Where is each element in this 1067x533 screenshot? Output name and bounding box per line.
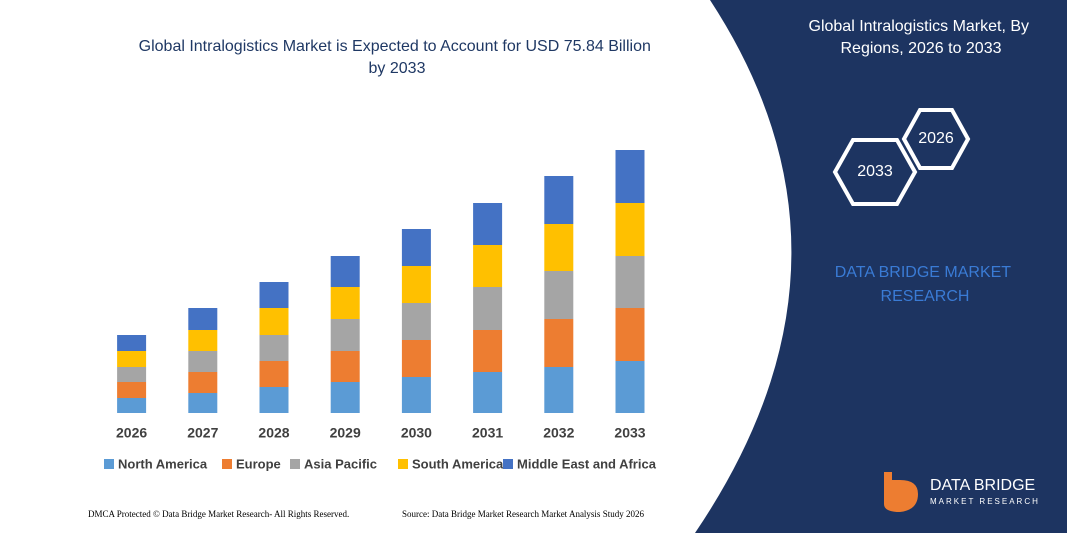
logo: DATA BRIDGE MARKET RESEARCH	[884, 472, 1040, 512]
bar-segment	[401, 229, 431, 266]
x-tick-label: 2029	[330, 425, 361, 441]
legend-label: Middle East and Africa	[517, 456, 657, 471]
bar-segment	[615, 256, 645, 308]
bar-segment	[330, 256, 360, 287]
x-tick-label: 2030	[401, 425, 432, 441]
bar-segment	[330, 351, 360, 382]
bar-segment	[615, 308, 645, 361]
chart-title-line: Global Intralogistics Market is Expected…	[139, 38, 651, 55]
bar-segment	[117, 367, 147, 382]
bar-segment	[615, 150, 645, 203]
x-tick-label: 2028	[258, 425, 289, 441]
bar-segment	[259, 308, 289, 335]
bar-segment	[188, 330, 218, 351]
bar-segment	[401, 266, 431, 303]
bar-segment	[544, 176, 574, 224]
bar-segment	[188, 372, 218, 393]
x-tick-label: 2027	[187, 425, 218, 441]
legend-label: Asia Pacific	[304, 456, 377, 471]
panel-title-line: Global Intralogistics Market, By	[809, 18, 1030, 35]
bar-segment	[401, 303, 431, 340]
logo-mark	[884, 472, 918, 512]
bar-segment	[473, 330, 503, 372]
chart-title-line: by 2033	[369, 60, 426, 77]
legend-swatch	[222, 459, 232, 469]
bar-segment	[117, 382, 147, 398]
panel-title: Global Intralogistics Market, By Regions…	[809, 18, 1034, 57]
hexagon-label: 2026	[918, 130, 954, 147]
footer-right: Source: Data Bridge Market Research Mark…	[402, 509, 644, 519]
bar-segment	[259, 282, 289, 308]
legend-swatch	[503, 459, 513, 469]
legend-label: North America	[118, 456, 208, 471]
x-tick-label: 2032	[543, 425, 574, 441]
bar-segment	[473, 372, 503, 413]
bar-segment	[188, 308, 218, 330]
footer-left: DMCA Protected © Data Bridge Market Rese…	[88, 509, 349, 519]
legend-swatch	[398, 459, 408, 469]
bar-segment	[259, 387, 289, 413]
legend-label: South America	[412, 456, 504, 471]
hexagon	[901, 108, 971, 170]
bar-segment	[117, 398, 147, 413]
hexagon-label: 2033	[857, 163, 893, 180]
bar-segment	[544, 224, 574, 271]
bar-segment	[615, 203, 645, 256]
bar-segment	[188, 393, 218, 413]
brand-text: DATA BRIDGE MARKET RESEARCH	[835, 264, 1015, 305]
bar-segment	[259, 361, 289, 387]
brand-line: DATA BRIDGE MARKET	[835, 264, 1012, 281]
x-tick-label: 2026	[116, 425, 147, 441]
logo-name: DATA BRIDGE	[930, 477, 1035, 494]
x-tick-label: 2031	[472, 425, 503, 441]
bar-segment	[401, 377, 431, 413]
bar-segment	[188, 351, 218, 372]
panel-title-line: Regions, 2026 to 2033	[840, 40, 1001, 57]
x-tick-label: 2033	[614, 425, 645, 441]
bar-segment	[401, 340, 431, 377]
bar-segment	[473, 287, 503, 330]
bar-segment	[330, 287, 360, 319]
bar-segment	[117, 351, 147, 367]
bar-segment	[544, 367, 574, 413]
hexagon	[832, 138, 918, 206]
chart-title: Global Intralogistics Market is Expected…	[139, 38, 656, 77]
bar-segment	[330, 319, 360, 351]
brand-line: RESEARCH	[881, 288, 970, 305]
bar-segment	[473, 245, 503, 287]
bar-segment	[544, 271, 574, 319]
logo-sub: MARKET RESEARCH	[930, 497, 1040, 506]
legend-swatch	[104, 459, 114, 469]
side-panel	[695, 0, 1067, 533]
bar-segment	[473, 203, 503, 245]
bar-segment	[330, 382, 360, 413]
bar-segment	[117, 335, 147, 351]
bar-segment	[259, 335, 289, 361]
legend-swatch	[290, 459, 300, 469]
bar-segment	[544, 319, 574, 367]
plot: 2026 2027 2028 2029 2030 2031 2032 2033 North Am…	[104, 150, 657, 471]
legend-label: Europe	[236, 456, 281, 471]
bar-segment	[615, 361, 645, 413]
